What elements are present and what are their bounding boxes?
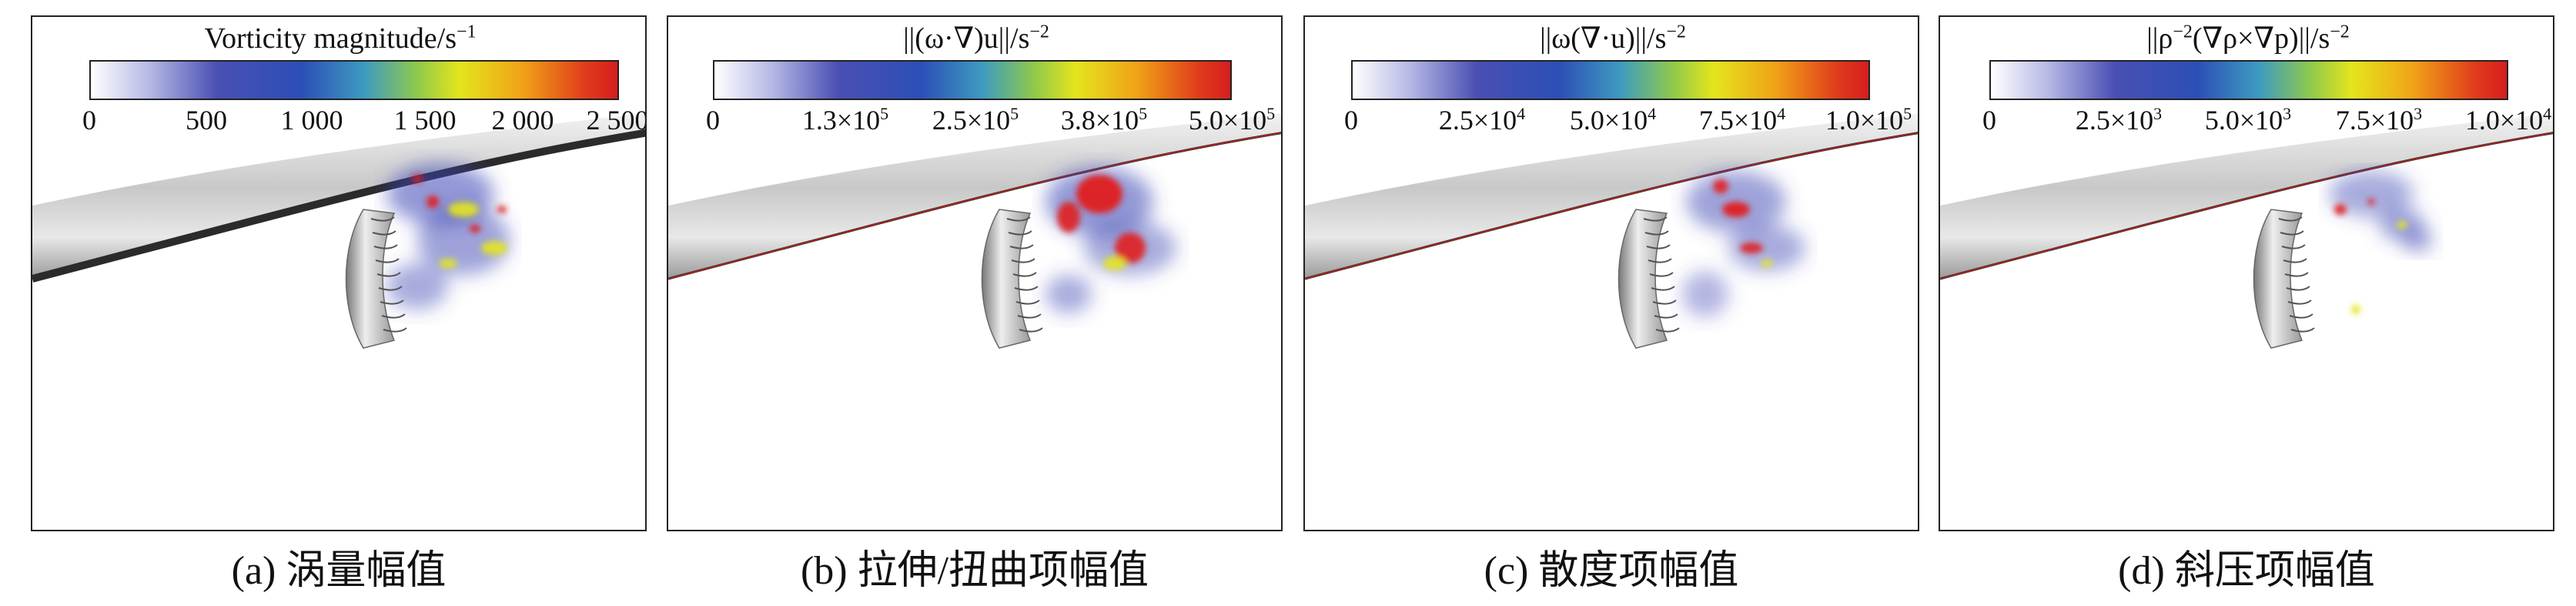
colorbar (713, 60, 1232, 100)
panel-caption: (d) 斜压项幅值 (2118, 549, 2375, 593)
tick-exponent: 5 (1266, 104, 1276, 123)
colorbar-tick-label: 2 000 (492, 103, 554, 137)
title-main: ||(ω·∇)u||/s (903, 22, 1030, 55)
title-main: (∇ρ×∇p)||/s (2192, 22, 2330, 55)
tick-text: 5.0×10 (2204, 105, 2283, 136)
figure-panel: ||ω(∇·u)||/s−2 0 2.5×104 5.0×104 7.5×104 1.0×… (1303, 15, 1919, 531)
colorbar-title: Vorticity magnitude/s−1 (32, 22, 645, 55)
colorbar-tick-label: 3.8×105 (1061, 103, 1147, 137)
figure-panel: Vorticity magnitude/s−1 0 500 1 000 1 500 2 0… (31, 15, 647, 531)
tick-text: 5.0×10 (1569, 105, 1648, 136)
tick-exponent: 5 (880, 104, 889, 123)
title-main: Vorticity magnitude/s (204, 22, 457, 55)
title-pre: ||ρ (2146, 22, 2173, 55)
tick-exponent: 5 (1139, 104, 1148, 123)
tick-text: 2.5×10 (2075, 105, 2154, 136)
colorbar-tick-label: 0 (1982, 103, 1996, 137)
colorbar-tick-label: 7.5×103 (2336, 103, 2422, 137)
tick-exponent: 4 (1648, 104, 1657, 123)
tick-exponent: 4 (2543, 104, 2552, 123)
tick-text: 1.0×10 (2464, 105, 2544, 136)
hull-icon (32, 17, 645, 283)
tick-exponent: 4 (1517, 104, 1526, 123)
propeller-icon (2253, 209, 2315, 349)
colorbar-tick-label: 7.5×104 (1699, 103, 1785, 137)
colorbar (89, 60, 619, 100)
tick-exponent: 3 (2153, 104, 2163, 123)
tick-text: 2 000 (491, 105, 554, 136)
colorbar-tick-label: 1 000 (281, 103, 343, 137)
propeller-icon (1618, 209, 1680, 349)
title-sup: −2 (2330, 22, 2350, 42)
tick-text: 0 (1982, 105, 1996, 136)
colorbar-tick-label: 1.0×104 (2465, 103, 2551, 137)
panel-caption: (c) 散度项幅值 (1484, 549, 1739, 593)
plot-frame: ||ω(∇·u)||/s−2 0 2.5×104 5.0×104 7.5×104 1.0×… (1303, 15, 1919, 531)
colorbar-tick-label: 500 (186, 103, 227, 137)
hull-icon (1940, 17, 2553, 280)
colorbar-tick-label: 1.3×105 (802, 103, 888, 137)
tick-text: 0 (82, 105, 96, 136)
tick-text: 0 (1344, 105, 1358, 136)
colorbar-tick-label: 2.5×104 (1439, 103, 1525, 137)
tick-text: 3.8×10 (1060, 105, 1139, 136)
tick-exponent: 3 (2283, 104, 2292, 123)
title-sup: −1 (457, 22, 477, 42)
tick-text: 5.0×10 (1188, 105, 1267, 136)
tick-text: 1 000 (280, 105, 343, 136)
colorbar-title: ||ω(∇·u)||/s−2 (1305, 22, 1918, 55)
title-pre-sup: −2 (2173, 22, 2193, 42)
plot-frame: ||(ω·∇)u||/s−2 0 1.3×105 2.5×105 3.8×105 5.0×… (667, 15, 1283, 531)
tick-exponent: 5 (1903, 104, 1912, 123)
colorbar-tick-label: 5.0×103 (2205, 103, 2291, 137)
figure-panel: ||(ω·∇)u||/s−2 0 1.3×105 2.5×105 3.8×105 5.0×… (667, 15, 1283, 531)
tick-text: 1 500 (393, 105, 457, 136)
tick-text: 2 500 (586, 105, 647, 136)
plot-frame: Vorticity magnitude/s−1 0 500 1 000 1 500 2 0… (31, 15, 647, 531)
colorbar (1351, 60, 1870, 100)
hull-icon (668, 17, 1281, 280)
tick-text: 2.5×10 (932, 105, 1011, 136)
colorbar-tick-label: 2.5×105 (932, 103, 1019, 137)
panel-caption: (a) 涡量幅值 (231, 549, 447, 593)
colorbar (1989, 60, 2508, 100)
figure-panel: ||ρ−2(∇ρ×∇p)||/s−2 0 2.5×103 5.0×103 7.5×103… (1939, 15, 2554, 531)
colorbar-tick-label: 5.0×104 (1570, 103, 1656, 137)
colorbar-title: ||(ω·∇)u||/s−2 (668, 22, 1281, 55)
colorbar-tick-label: 0 (82, 103, 96, 137)
colorbar-title: ||ρ−2(∇ρ×∇p)||/s−2 (1940, 22, 2553, 55)
title-main: ||ω(∇·u)||/s (1540, 22, 1667, 55)
title-sup: −2 (1666, 22, 1686, 42)
colorbar-tick-label: 5.0×105 (1189, 103, 1275, 137)
colorbar-tick-label: 1 500 (394, 103, 457, 137)
colorbar-tick-label: 2.5×103 (2076, 103, 2162, 137)
colorbar-tick-label: 1.0×105 (1825, 103, 1912, 137)
tick-text: 0 (706, 105, 720, 136)
tick-text: 7.5×10 (1698, 105, 1778, 136)
title-sup: −2 (1029, 22, 1049, 42)
colorbar-tick-label: 2 500 (586, 103, 647, 137)
tick-exponent: 5 (1010, 104, 1019, 123)
propeller-icon (345, 209, 407, 349)
panel-caption: (b) 拉伸/扭曲项幅值 (800, 549, 1149, 593)
propeller-icon (981, 209, 1043, 349)
tick-text: 1.3×10 (801, 105, 881, 136)
tick-exponent: 3 (2414, 104, 2423, 123)
tick-text: 7.5×10 (2335, 105, 2414, 136)
colorbar-tick-label: 0 (706, 103, 720, 137)
colorbar-tick-label: 0 (1344, 103, 1358, 137)
hull-icon (1305, 17, 1918, 280)
tick-exponent: 4 (1777, 104, 1786, 123)
tick-text: 1.0×10 (1825, 105, 1904, 136)
tick-text: 2.5×10 (1438, 105, 1517, 136)
plot-frame: ||ρ−2(∇ρ×∇p)||/s−2 0 2.5×103 5.0×103 7.5×103… (1939, 15, 2554, 531)
tick-text: 500 (186, 105, 227, 136)
